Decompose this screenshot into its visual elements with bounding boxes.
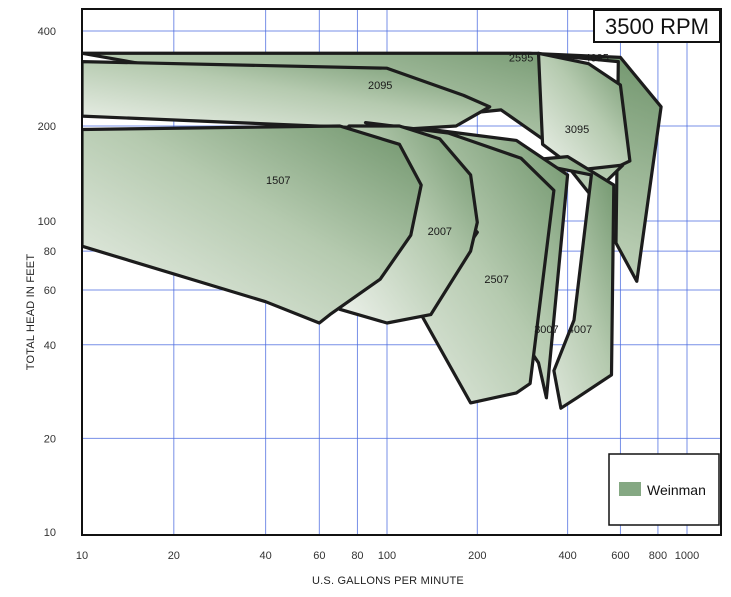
plot-frame (81, 8, 722, 536)
x-tick-label: 200 (468, 550, 486, 562)
x-tick-label: 60 (313, 550, 325, 562)
legend-label-weinman: Weinman (647, 482, 706, 498)
pump-region-2095 (82, 60, 492, 132)
x-tick-label: 80 (351, 550, 363, 562)
y-axis-title: TOTAL HEAD IN FEET (25, 254, 37, 371)
pump-region-labels: 4095 2595 3095 2095 4007 3007 2507 2007 1507 (266, 52, 609, 335)
pump-label-3095: 3095 (565, 124, 589, 136)
rpm-badge-text: 3500 RPM (605, 14, 709, 39)
y-tick-labels: 10 20 40 60 80 100 200 400 (38, 26, 56, 539)
pump-regions (82, 51, 663, 410)
x-tick-label: 100 (378, 550, 396, 562)
y-tick-label: 10 (44, 527, 56, 539)
x-axis-title: U.S. GALLONS PER MINUTE (312, 575, 464, 587)
pump-label-4007: 4007 (568, 324, 592, 336)
y-tick-label: 40 (44, 340, 56, 352)
x-tick-labels: 10 20 40 60 80 100 200 400 600 800 1000 (76, 550, 699, 562)
x-tick-label: 20 (168, 550, 180, 562)
y-tick-label: 20 (44, 433, 56, 445)
y-tick-label: 60 (44, 285, 56, 297)
pump-label-2095: 2095 (368, 80, 392, 92)
y-tick-label: 100 (38, 216, 56, 228)
pump-region-3095 (536, 51, 632, 172)
rpm-badge: 3500 RPM (593, 9, 721, 43)
pump-label-1507: 1507 (266, 175, 290, 187)
y-tick-label: 80 (44, 246, 56, 258)
x-tick-label: 10 (76, 550, 88, 562)
pump-label-4095: 4095 (584, 52, 608, 64)
legend-swatch-weinman (619, 482, 641, 496)
pump-label-3007: 3007 (534, 324, 558, 336)
y-tick-label: 400 (38, 26, 56, 38)
pump-region-1507 (82, 124, 423, 325)
x-tick-label: 400 (558, 550, 576, 562)
legend: Weinman (608, 453, 720, 526)
x-tick-label: 800 (649, 550, 667, 562)
x-tick-label: 1000 (675, 550, 699, 562)
x-tick-label: 40 (260, 550, 272, 562)
pump-region-4007 (519, 155, 616, 410)
pump-label-2595: 2595 (509, 52, 533, 64)
pump-label-2507: 2507 (484, 274, 508, 286)
y-tick-label: 200 (38, 121, 56, 133)
x-tick-label: 600 (611, 550, 629, 562)
pump-label-2007: 2007 (428, 226, 452, 238)
